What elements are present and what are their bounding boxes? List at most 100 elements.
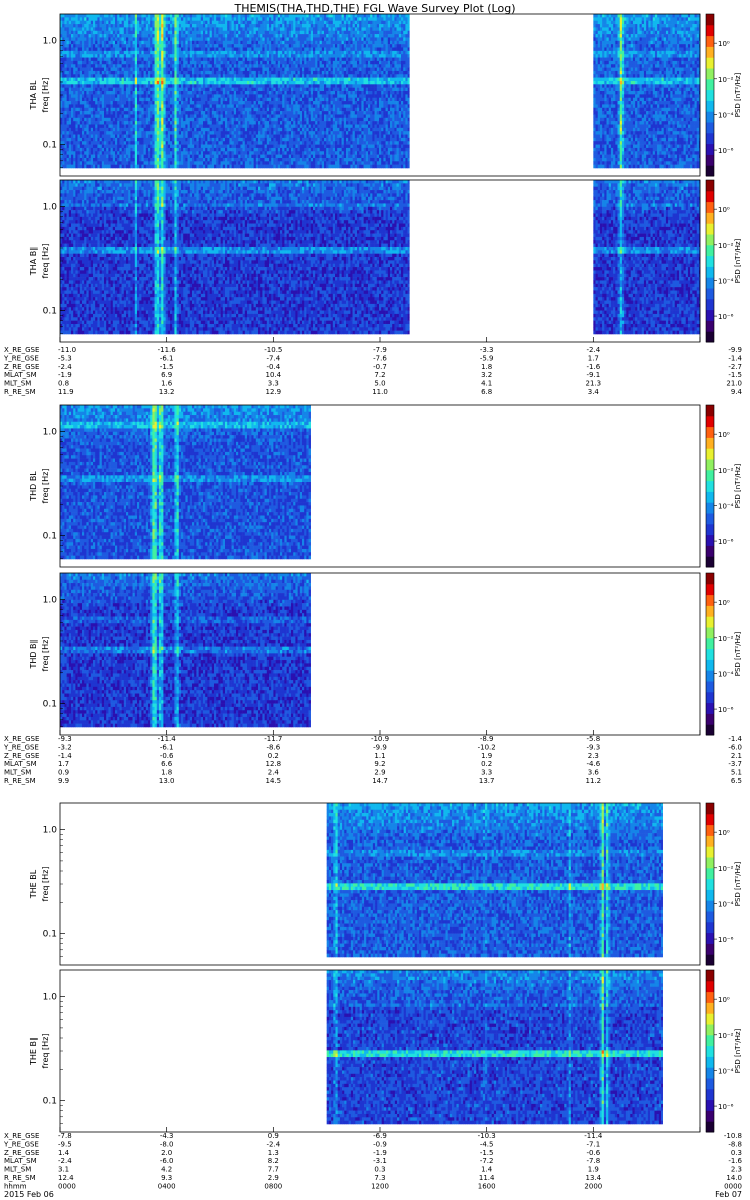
y-axis-label: freq [Hz] [41,244,50,279]
panel-label: THE B∥ [29,1037,38,1066]
y-tick-label: 1.0 [43,428,58,438]
ephemeris-value: -0.9 [373,1140,387,1148]
ephemeris-value: -6.0 [728,743,742,751]
ephemeris-value: 0.8 [58,380,69,388]
ephemeris-row-label: Y_RE_GSE [3,1140,39,1148]
ephemeris-value: 1.8 [481,363,492,371]
ephemeris-value: 1.3 [268,1149,279,1157]
ephemeris-value: 3.6 [588,769,600,777]
ephemeris-value: 1.4 [58,1149,70,1157]
ephemeris-row-label: X_RE_GSE [4,346,39,354]
ephemeris-value: 1.9 [481,752,492,760]
colorbar-label: PSD [nT²/Hz] [734,72,742,117]
ephemeris-value: -11.4 [584,1132,603,1140]
y-axis-label: freq [Hz] [41,867,50,902]
ephemeris-value: 3.3 [268,380,279,388]
ephemeris-value: 3.4 [588,388,600,396]
ephemeris-value: 7.2 [374,371,385,379]
ephemeris-value: -3.2 [58,743,72,751]
ephemeris-value: -1.4 [58,752,72,760]
spectrogram-cells-thd_bll [60,573,311,727]
colorbar-tick-label: 10⁻⁶ [718,313,734,321]
ephemeris-value: 7.7 [268,1166,279,1174]
ephemeris-value: -11.0 [58,346,76,354]
ephemeris-value: 0000 [58,1182,76,1190]
ephemeris-value: -7.1 [586,1140,600,1148]
ephemeris-value: -8.6 [266,743,280,751]
colorbar-tick-label: 10⁻⁴ [718,900,734,908]
ephemeris-value: -0.6 [586,1149,600,1157]
ephemeris-value: -10.8 [724,1132,742,1140]
ephemeris-value: -7.8 [58,1132,72,1140]
ephemeris-value: -1.4 [728,354,742,362]
y-tick-label: 0.1 [43,1097,57,1107]
spectrogram-cells-the_bl [327,803,663,957]
ephemeris-value: -9.1 [586,371,600,379]
ephemeris-row-label: R_RE_SM [4,1174,36,1182]
colorbar-tick-label: 10⁰ [718,40,730,48]
ephemeris-value: 11.2 [586,777,602,785]
ephemeris-row-label: MLT_SM [4,769,31,777]
ephemeris-value: 11.4 [479,1174,495,1182]
panel-label: THD BL [29,471,38,502]
colorbar-tick-label: 10⁻² [718,1032,734,1040]
spectrogram-cells-tha_bl [60,14,700,168]
ephemeris-value: 0.3 [374,1166,385,1174]
ephemeris-value: 6.9 [161,371,172,379]
colorbar-tick-label: 10⁻⁴ [718,111,734,119]
colorbar-label: PSD [nT²/Hz] [734,1028,742,1073]
ephemeris-value: 2.1 [731,752,742,760]
y-tick-label: 0.1 [43,307,57,317]
ephemeris-value: 14.0 [726,1174,742,1182]
ephemeris-value: 1.8 [161,769,172,777]
ephemeris-row-label: MLT_SM [4,380,31,388]
ephemeris-value: -4.3 [160,1132,174,1140]
colorbar-tick-label: 10⁻⁶ [718,706,734,714]
ephemeris-value: 2.9 [268,1174,279,1182]
ephemeris-value: -7.8 [586,1157,600,1165]
ephemeris-row-label: Z_RE_GSE [4,1149,39,1157]
ephemeris-value: -4.6 [586,760,600,768]
ephemeris-value: 12.9 [266,388,282,396]
ephemeris-value: 1.4 [481,1166,493,1174]
ephemeris-value: 1.7 [588,354,599,362]
ephemeris-value: -2.4 [586,346,600,354]
ephemeris-value: -1.9 [373,1149,387,1157]
colorbar-label: PSD [nT²/Hz] [734,861,742,906]
ephemeris-value: 12.4 [58,1174,74,1182]
ephemeris-row-label: MLAT_SM [4,760,37,768]
y-tick-label: 1.0 [43,37,58,47]
ephemeris-value: -11.7 [264,735,282,743]
colorbar-tick-label: 10⁻² [718,865,734,873]
colorbar-tick-label: 10⁰ [718,599,730,607]
colorbar-tick-label: 10⁰ [718,206,730,214]
ephemeris-value: -6.1 [160,354,174,362]
y-axis-label: freq [Hz] [41,637,50,672]
ephemeris-value: 3.3 [481,769,492,777]
ephemeris-value: 9.3 [161,1174,172,1182]
date-end-label: Feb 07 [715,1190,742,1199]
ephemeris-value: 0.2 [268,752,279,760]
ephemeris-value: 11.0 [372,388,388,396]
ephemeris-value: 6.8 [481,388,492,396]
ephemeris-value: -2.4 [58,363,72,371]
ephemeris-row-label: MLAT_SM [4,1157,37,1165]
ephemeris-value: -0.7 [373,363,387,371]
colorbar-tick-label: 10⁻⁶ [718,147,734,155]
ephemeris-the: X_RE_GSE -7.8 -4.3 0.9 -6.9 -10.3 -11.4 -10.8Y_… [3,1132,743,1190]
ephemeris-value: -3.7 [728,760,742,768]
ephemeris-value: -1.5 [728,371,742,379]
colorbar-tick-label: 10⁻⁴ [718,670,734,678]
ephemeris-value: 9.2 [374,760,385,768]
ephemeris-value: 9.9 [58,777,69,785]
panel-label: THE BL [29,869,38,899]
ephemeris-value: -1.4 [728,735,742,743]
